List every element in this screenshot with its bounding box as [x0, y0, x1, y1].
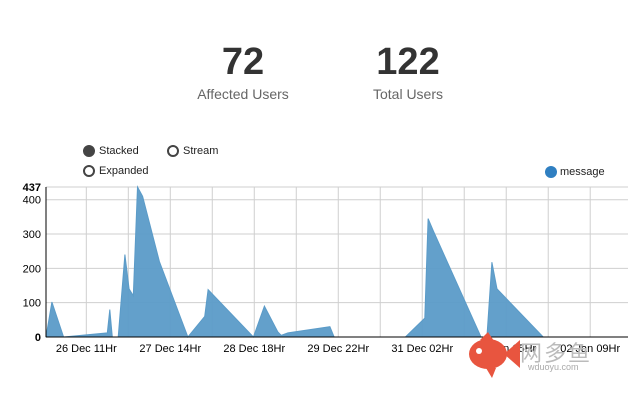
legend-swatch-icon — [545, 166, 557, 178]
total-users-count: 122 — [376, 41, 440, 83]
fish-logo — [466, 332, 522, 383]
watermark-text: 网多鱼 — [520, 341, 593, 366]
x-tick-label: 26 Dec 11Hr — [56, 343, 117, 355]
mode-expanded-radio[interactable]: Expanded — [83, 165, 149, 177]
x-tick-label: 31 Dec 02Hr — [391, 343, 453, 355]
x-tick-label: 02 Jan 09Hr — [560, 343, 620, 355]
watermark-url: wduoyu.com — [528, 362, 579, 372]
affected-users-label: Affected Users — [197, 86, 289, 102]
y-tick-label: 100 — [23, 298, 41, 310]
mode-stacked-radio[interactable]: Stacked — [83, 145, 139, 157]
mode-stream-label: Stream — [183, 145, 219, 157]
affected-users-count: 72 — [221, 41, 265, 83]
mode-stacked-label: Stacked — [99, 145, 139, 157]
y-tick-label: 300 — [23, 229, 41, 241]
chart-area-layer — [45, 185, 628, 338]
mode-expanded-label: Expanded — [99, 165, 149, 177]
y-tick-label: 400 — [23, 195, 41, 207]
x-tick-label: 27 Dec 14Hr — [139, 343, 201, 355]
mode-stream-radio[interactable]: Stream — [167, 145, 218, 157]
radio-unselected-icon — [167, 145, 179, 157]
series-area-message — [45, 185, 628, 338]
legend-item-message[interactable]: message — [545, 166, 605, 178]
y-max-label: 437 — [23, 182, 41, 194]
radio-unselected-icon — [83, 165, 95, 177]
y-tick-label: 0 — [35, 332, 41, 344]
x-tick-label: 29 Dec 22Hr — [307, 343, 369, 355]
total-users-stat: 122 Total Users — [328, 40, 488, 102]
radio-selected-icon — [83, 145, 95, 157]
total-users-label: Total Users — [372, 86, 444, 102]
affected-users-stat: 72 Affected Users — [163, 40, 323, 102]
legend-label-message: message — [560, 166, 605, 178]
y-tick-label: 200 — [23, 263, 41, 275]
x-tick-label: 28 Dec 18Hr — [223, 343, 285, 355]
